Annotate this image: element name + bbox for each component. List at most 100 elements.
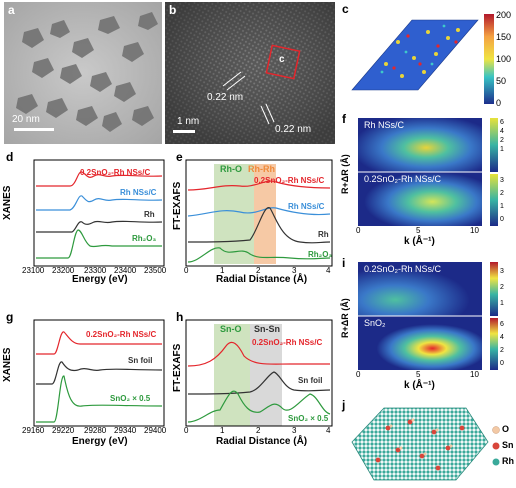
lattice-spacing-1: 0.22 nm	[207, 92, 244, 103]
trace-label: Sn foil	[128, 356, 153, 365]
trace-label: SnO₂ × 0.5	[288, 414, 329, 423]
panel-f-wavelet: f Rh NSs/C 0.2SnO₂-Rh NSs/C R+ΔR (Å) k (…	[338, 112, 516, 252]
tin-legend-icon	[492, 442, 500, 450]
panel-label-g: g	[6, 310, 14, 324]
y-axis-label: XANES	[2, 185, 13, 220]
x-tick: 1	[220, 266, 225, 275]
band-label: Sn-Sn	[254, 324, 280, 334]
scale-bar-label: 1 nm	[177, 116, 200, 127]
y-axis-label: XANES	[2, 347, 13, 382]
trace-label: Sn foil	[298, 376, 323, 385]
scale-bar-label: 20 nm	[12, 114, 40, 125]
x-tick: 29220	[52, 426, 75, 435]
x-axis-label: k (Å⁻¹)	[404, 236, 435, 247]
panel-label-j: j	[342, 398, 346, 412]
colorbar-tick: 50	[496, 76, 507, 86]
x-tick: 23200	[52, 266, 75, 275]
legend-label: O	[502, 424, 510, 434]
rh-lattice	[351, 407, 489, 481]
x-tick: 4	[326, 266, 331, 275]
panel-c-surface-plot: c 200 150 100 50 0	[338, 2, 516, 110]
box-label: c	[279, 54, 285, 65]
contour-bottom	[358, 316, 482, 370]
panel-e-ftexafs-rh: e FT-EXAFS Radial Distance (Å) 0 1 2 3 4…	[170, 150, 338, 290]
panel-h-ftexafs-sn: h FT-EXAFS Radial Distance (Å) 0 1 2 3 4…	[170, 310, 338, 452]
panel-d-xanes-rh: d XANES Energy (eV) 23100 23200 23300 23…	[0, 150, 170, 290]
x-tick: 1	[220, 426, 225, 435]
panel-label-h: h	[176, 310, 184, 324]
x-tick: 3	[292, 266, 297, 275]
colorbar-tick: 0	[496, 98, 502, 108]
trace-label: Rh NSs/C	[120, 188, 157, 197]
panel-j-atomic-model: j O Sn Rh	[338, 398, 516, 486]
colorbar-tick: 200	[496, 10, 512, 20]
trace-label: Rh	[144, 210, 155, 219]
x-tick: 0	[184, 426, 189, 435]
panel-label-e: e	[176, 150, 183, 164]
y-axis-label: R+ΔR (Å)	[340, 298, 350, 338]
x-axis-label: Energy (eV)	[72, 274, 128, 285]
x-tick: 10	[470, 370, 479, 379]
trace-label: 0.2SnO₂-Rh NSs/C	[254, 176, 325, 185]
sn-o-band	[214, 324, 250, 426]
x-tick: 29280	[84, 426, 107, 435]
trace-label: Rh NSs/C	[288, 202, 325, 211]
x-tick: 23300	[84, 266, 107, 275]
trace-label: 0.2SnO₂-Rh NSs/C	[80, 168, 151, 177]
rhodium-legend-icon	[492, 458, 500, 466]
panel-g-xanes-sn: g XANES Energy (eV) 29160 29220 29280 29…	[0, 310, 170, 452]
oxygen-legend-icon	[492, 426, 500, 434]
y-axis-label: FT-EXAFS	[172, 343, 183, 392]
x-tick: 23400	[114, 266, 137, 275]
contour-title: 0.2SnO₂-Rh NSs/C	[364, 174, 442, 184]
x-tick: 23100	[22, 266, 45, 275]
contour-top	[358, 262, 482, 316]
panel-b-hrtem-image: b c 0.22 nm 0.22 nm 1 nm	[165, 2, 335, 144]
y-axis-label: FT-EXAFS	[172, 181, 183, 230]
colorbar	[484, 14, 494, 104]
x-tick: 0	[356, 226, 361, 235]
trace-label: Rh₂O₃	[308, 250, 333, 259]
x-tick: 3	[292, 426, 297, 435]
contour-top	[358, 118, 482, 172]
panel-i-wavelet: i 0.2SnO₂-Rh NSs/C SnO₂ R+ΔR (Å) k (Å⁻¹)…	[338, 256, 516, 396]
colorbar-tick: 150	[496, 32, 512, 42]
x-tick: 5	[416, 370, 421, 379]
panel-label-d: d	[6, 150, 14, 164]
x-tick: 4	[326, 426, 331, 435]
panel-a-tem-image: a 20 nm	[4, 2, 162, 144]
trace-label: 0.2SnO₂-Rh NSs/C	[252, 338, 323, 347]
x-tick: 29160	[22, 426, 45, 435]
region-box	[265, 44, 301, 80]
y-axis-label: R+ΔR (Å)	[340, 154, 350, 194]
lattice-spacing-2: 0.22 nm	[275, 124, 312, 135]
panel-a-nanosheets	[4, 2, 162, 144]
x-tick: 10	[470, 226, 479, 235]
trace-label: SnO₂ × 0.5	[110, 394, 151, 403]
x-tick: 2	[256, 266, 261, 275]
x-tick: 29340	[114, 426, 137, 435]
sn-sn-band	[250, 324, 282, 426]
panel-label-b: b	[169, 3, 177, 17]
scale-bar	[173, 130, 195, 133]
x-tick: 2	[256, 426, 261, 435]
panel-b-lattice	[165, 2, 335, 144]
band-label: Rh-O	[220, 164, 242, 174]
contour-title: Rh NSs/C	[364, 120, 405, 130]
contour-title: SnO₂	[364, 318, 386, 328]
x-tick: 5	[416, 226, 421, 235]
trace-label: Rh₂O₃	[132, 234, 157, 243]
rh-o-band	[214, 164, 254, 264]
band-label: Rh-Rh	[248, 164, 275, 174]
x-tick: 29400	[144, 426, 167, 435]
x-axis-label: Energy (eV)	[72, 436, 128, 447]
panel-label-a: a	[8, 3, 15, 17]
colorbar-tick: 100	[496, 54, 512, 64]
legend-label: Sn	[502, 440, 514, 450]
x-tick: 0	[356, 370, 361, 379]
panel-label-i: i	[342, 256, 346, 270]
panel-label-f: f	[342, 112, 346, 126]
